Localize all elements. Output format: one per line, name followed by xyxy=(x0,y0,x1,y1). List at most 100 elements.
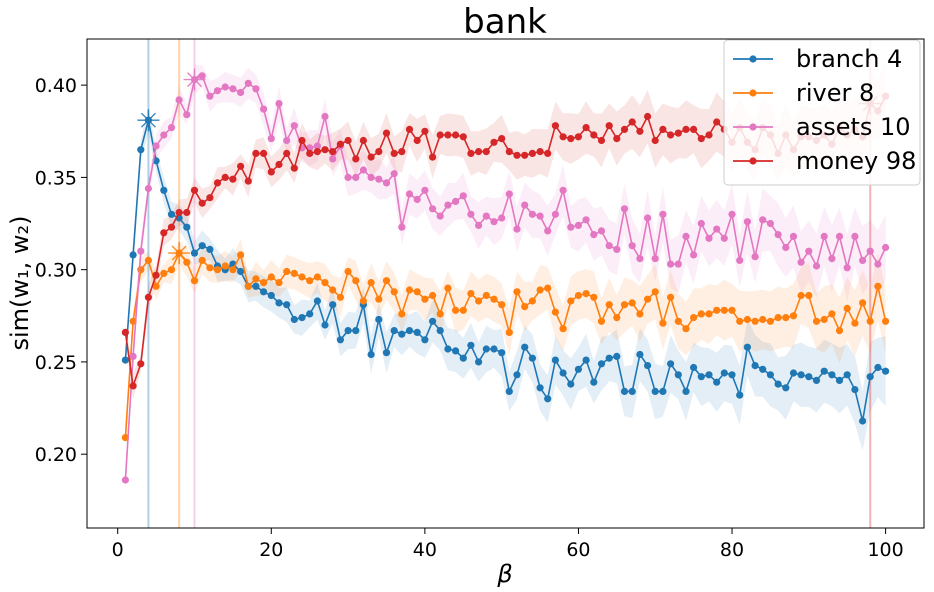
data-point xyxy=(866,247,874,255)
data-point xyxy=(812,376,821,384)
data-point xyxy=(275,160,283,169)
data-point xyxy=(221,83,229,91)
data-point xyxy=(329,301,337,309)
y-tick-label: 0.25 xyxy=(35,352,77,374)
data-point xyxy=(690,125,698,133)
data-point xyxy=(628,242,636,250)
legend-label: money 98 xyxy=(796,147,916,175)
data-point xyxy=(237,162,245,170)
data-point xyxy=(413,136,421,145)
data-point xyxy=(620,387,629,395)
data-point xyxy=(398,148,406,156)
data-point xyxy=(344,136,352,145)
series-line xyxy=(124,120,886,422)
data-point xyxy=(751,362,759,370)
data-point xyxy=(482,212,490,220)
x-tick-label: 0 xyxy=(112,539,124,561)
data-point xyxy=(674,129,682,137)
data-point xyxy=(835,376,844,384)
series-lines xyxy=(121,68,890,484)
legend-entry-3: money 98 xyxy=(733,147,916,175)
data-point xyxy=(521,303,529,311)
data-point xyxy=(597,227,606,235)
data-point xyxy=(797,258,805,266)
data-point xyxy=(444,131,452,139)
data-point xyxy=(582,216,590,224)
data-point xyxy=(429,153,437,161)
data-point xyxy=(551,210,560,218)
data-point xyxy=(490,218,498,226)
data-point xyxy=(260,149,268,157)
data-point xyxy=(644,295,652,303)
data-point xyxy=(736,391,744,399)
data-point xyxy=(252,275,260,283)
data-point xyxy=(267,273,275,281)
data-point xyxy=(874,363,882,372)
data-point xyxy=(413,288,421,296)
data-point xyxy=(590,131,598,139)
data-point xyxy=(144,293,152,301)
data-point xyxy=(498,349,506,357)
data-point xyxy=(667,131,675,139)
data-point xyxy=(229,175,237,183)
data-point xyxy=(590,231,598,239)
data-point xyxy=(244,177,252,185)
data-point xyxy=(421,186,429,194)
data-point xyxy=(382,277,391,285)
data-point xyxy=(636,127,644,135)
data-point xyxy=(812,262,821,270)
data-point xyxy=(482,345,490,353)
data-point xyxy=(167,124,176,132)
data-point xyxy=(359,166,367,174)
data-point xyxy=(505,148,513,156)
data-point xyxy=(429,205,437,213)
data-point xyxy=(828,371,836,379)
data-point xyxy=(797,291,805,300)
data-point xyxy=(620,205,629,213)
data-point xyxy=(475,221,483,229)
data-point xyxy=(283,136,291,145)
data-point xyxy=(597,136,606,145)
data-point xyxy=(559,325,567,333)
data-point xyxy=(206,92,214,100)
legend-marker xyxy=(749,157,757,165)
data-point xyxy=(321,321,329,329)
data-point xyxy=(805,373,813,381)
data-point xyxy=(859,256,867,264)
data-point xyxy=(505,387,513,395)
data-point xyxy=(375,148,383,156)
data-point xyxy=(367,279,375,287)
data-point xyxy=(283,267,291,276)
data-point xyxy=(436,212,444,220)
data-point xyxy=(352,155,360,163)
data-point xyxy=(405,286,414,294)
data-point xyxy=(190,186,199,194)
data-point xyxy=(183,208,191,217)
data-point xyxy=(329,155,337,163)
data-point xyxy=(421,336,429,344)
data-point xyxy=(137,247,145,255)
data-point xyxy=(636,310,644,318)
data-point xyxy=(613,135,621,143)
data-point xyxy=(444,284,452,292)
data-point xyxy=(690,251,698,259)
data-point xyxy=(667,293,675,301)
data-point xyxy=(659,210,667,218)
data-point xyxy=(597,317,606,325)
y-tick-label: 0.35 xyxy=(35,167,77,189)
data-point xyxy=(882,367,890,375)
data-point xyxy=(206,264,214,272)
data-point xyxy=(851,386,859,394)
data-point xyxy=(390,149,398,157)
data-point xyxy=(267,168,275,176)
data-point xyxy=(797,371,805,379)
data-point xyxy=(313,273,321,281)
data-point xyxy=(459,306,467,314)
peak-marker xyxy=(183,68,206,91)
data-point xyxy=(782,243,790,252)
data-point xyxy=(175,96,183,104)
data-point xyxy=(121,356,129,364)
data-point xyxy=(728,210,736,218)
data-point xyxy=(659,125,667,133)
data-point xyxy=(336,336,344,344)
